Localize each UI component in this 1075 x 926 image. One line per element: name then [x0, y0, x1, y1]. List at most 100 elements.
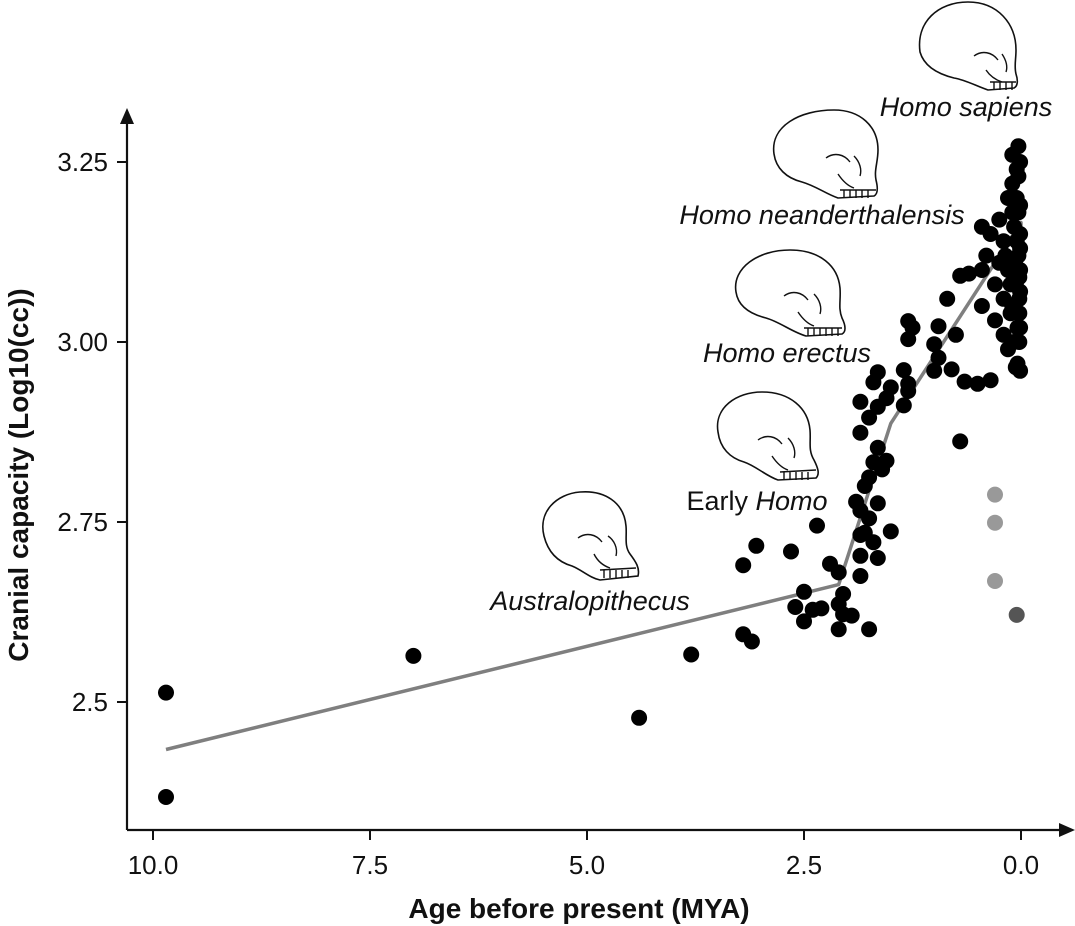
x-axis-title: Age before present (MYA) [408, 893, 749, 924]
y-tick-label: 3.25 [57, 147, 108, 177]
data-point [978, 247, 995, 264]
data-point [843, 607, 860, 624]
data-point [865, 454, 882, 471]
data-point [852, 568, 869, 584]
x-tick-label: 5.0 [569, 850, 605, 880]
data-point [1012, 319, 1029, 336]
data-point [1012, 240, 1029, 257]
data-point [882, 523, 899, 540]
data-point [1010, 138, 1027, 155]
data-point [882, 379, 899, 396]
data-point [869, 550, 886, 566]
annotation-text-part: Homo erectus [703, 338, 871, 368]
y-tick-label: 2.5 [72, 687, 108, 717]
dark-grey-data-point [1008, 606, 1025, 623]
y-tick-label: 3.00 [57, 327, 108, 357]
data-point [991, 211, 1008, 228]
data-point [787, 599, 804, 615]
points-layer [158, 138, 1029, 805]
homo-erectus-skull-icon [734, 249, 846, 337]
data-point [930, 318, 947, 335]
data-point [982, 226, 999, 242]
x-tick-label: 0.0 [1003, 850, 1039, 880]
grey-data-point [987, 514, 1003, 531]
data-point [743, 633, 760, 650]
data-point [1012, 262, 1029, 278]
data-point [852, 547, 869, 564]
grey-data-point [987, 573, 1003, 589]
data-point [895, 362, 912, 379]
trend-layer [165, 220, 1023, 752]
trend-line [165, 220, 1023, 752]
data-point [943, 361, 960, 378]
data-point [852, 527, 869, 543]
data-point [830, 564, 847, 581]
data-point [631, 709, 648, 726]
data-point [813, 600, 830, 617]
data-point [852, 393, 869, 410]
annotation-homo-neanderthalensis: Homo neanderthalensis [679, 200, 964, 230]
x-tick-label: 2.5 [786, 850, 822, 880]
x-tick-label: 7.5 [352, 850, 388, 880]
data-point [960, 265, 977, 282]
data-point [900, 375, 917, 392]
data-point [982, 372, 999, 389]
data-point [748, 537, 765, 554]
data-point [969, 375, 986, 392]
data-point [995, 233, 1012, 250]
data-point [973, 298, 990, 314]
data-point [930, 349, 947, 366]
data-point [1007, 359, 1024, 376]
australopithecus-skull-icon [542, 491, 640, 581]
data-point [1012, 154, 1029, 170]
data-point [947, 326, 964, 343]
data-point [1002, 276, 1019, 293]
data-point [809, 517, 825, 534]
annotation-homo-erectus: Homo erectus [703, 338, 871, 368]
annotation-text-part: Homo [756, 486, 828, 516]
data-point [1012, 197, 1029, 214]
data-point [735, 557, 752, 574]
annotation-australopithecus: Australopithecus [488, 586, 690, 616]
data-point [869, 439, 886, 456]
data-point [987, 312, 1003, 329]
data-point [158, 789, 174, 805]
data-point [796, 613, 812, 630]
y-tick-label: 2.75 [57, 507, 108, 537]
x-axis-arrow [1059, 823, 1075, 837]
annotation-text-part: Homo neanderthalensis [679, 200, 964, 230]
data-point [956, 373, 973, 390]
annotation-early-homo: Early Homo [686, 486, 827, 516]
data-point [865, 534, 882, 551]
annotation-text-part: Early [686, 486, 755, 516]
y-axis-arrow [120, 108, 134, 124]
annotation-text-part: Homo sapiens [880, 92, 1053, 122]
data-point [900, 313, 917, 330]
x-tick-label: 10.0 [128, 850, 179, 880]
data-point [852, 424, 869, 441]
data-point [783, 543, 799, 560]
homo-sapiens-skull-icon [918, 1, 1019, 91]
data-point [878, 452, 895, 469]
data-point [973, 262, 990, 278]
data-point [895, 397, 912, 414]
data-point [1002, 305, 1019, 322]
data-point [939, 290, 956, 307]
data-point [861, 621, 878, 638]
data-point [997, 247, 1014, 264]
data-point [852, 502, 869, 519]
data-point [1012, 226, 1029, 242]
data-point [158, 684, 174, 701]
annotation-homo-sapiens: Homo sapiens [880, 92, 1053, 122]
data-point [830, 621, 847, 638]
y-axis-title: Cranial capacity (Log10(cc)) [3, 288, 34, 661]
data-point [796, 583, 812, 600]
data-point [1006, 334, 1023, 350]
data-point [405, 647, 422, 664]
data-point [869, 364, 886, 381]
data-point [926, 336, 943, 353]
early-homo-skull-icon [716, 391, 819, 481]
axes [120, 108, 1075, 837]
homo-neanderthalensis-skull-icon [772, 109, 879, 199]
